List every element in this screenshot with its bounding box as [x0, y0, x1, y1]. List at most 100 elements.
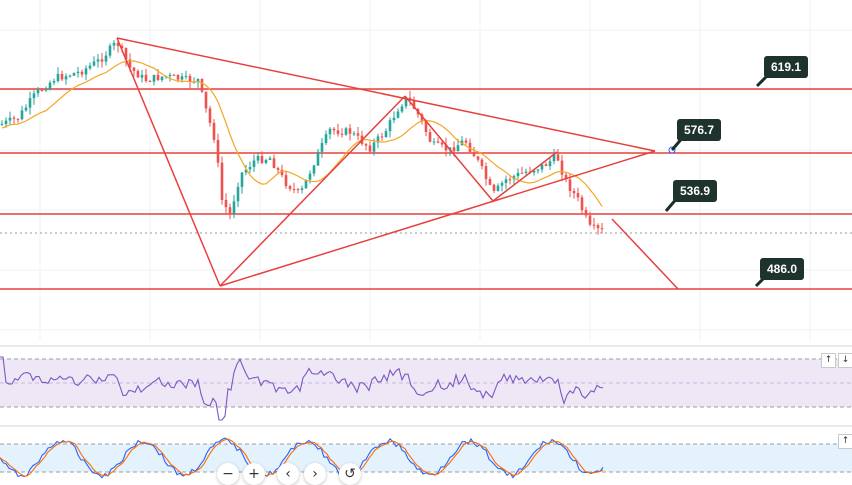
- candle-body: [80, 71, 84, 75]
- candle-body: [184, 76, 188, 78]
- candle-body: [144, 74, 148, 82]
- candle-body: [368, 145, 372, 152]
- candle-body: [356, 133, 360, 136]
- candle-body: [348, 128, 352, 134]
- candle-body: [364, 143, 368, 146]
- candle-body: [280, 169, 284, 176]
- candle-body: [76, 71, 80, 74]
- candle-body: [272, 158, 276, 169]
- candle-body: [196, 78, 200, 82]
- candle-body: [84, 68, 88, 75]
- scroll-right-button[interactable]: ›: [304, 463, 326, 485]
- candle-body: [236, 186, 240, 202]
- candle-body: [112, 42, 116, 46]
- candle-body: [48, 82, 52, 90]
- candle-body: [136, 70, 140, 78]
- candle-body: [292, 188, 296, 190]
- triangle-upper-line: [116, 37, 656, 152]
- candle-body: [108, 45, 112, 56]
- candle-body: [412, 100, 416, 109]
- candle-body: [324, 134, 328, 144]
- candle-body: [156, 74, 160, 81]
- reset-chart-button[interactable]: ↺: [339, 463, 361, 485]
- candle-body: [432, 141, 436, 143]
- scroll-left-button[interactable]: ‹: [277, 463, 299, 485]
- candle-body: [508, 179, 512, 181]
- candle-body: [576, 193, 580, 198]
- candle-body: [128, 59, 132, 68]
- candle-body: [340, 133, 344, 135]
- candle-body: [372, 142, 376, 152]
- candle-body: [568, 179, 572, 191]
- candle-body: [232, 201, 236, 215]
- rsi-line: [0, 356, 604, 421]
- candle-body: [592, 224, 596, 226]
- candle-body: [332, 128, 336, 131]
- candle-body: [300, 188, 304, 190]
- candle-body: [96, 59, 100, 62]
- level-label-486: 486.0: [754, 258, 804, 288]
- candle-body: [132, 67, 136, 71]
- candle-body: [176, 74, 180, 80]
- candle-body: [536, 169, 540, 171]
- candle-body: [524, 171, 528, 173]
- candle-body: [268, 158, 272, 160]
- stoch-scale-up-button[interactable]: ↑: [838, 434, 852, 449]
- candle-body: [564, 174, 568, 180]
- candle-body: [468, 142, 472, 152]
- candle-body: [88, 65, 92, 69]
- drop-leg-line: [116, 37, 221, 287]
- candle-body: [488, 179, 492, 185]
- candle-body: [100, 59, 104, 62]
- candle-body: [440, 142, 444, 145]
- candle-body: [216, 139, 220, 163]
- candle-body: [492, 184, 496, 191]
- candle-body: [72, 73, 76, 76]
- candle-body: [516, 172, 520, 177]
- candle-body: [580, 197, 584, 211]
- candle-body: [388, 120, 392, 132]
- candle-body: [276, 168, 280, 170]
- candle-body: [500, 183, 504, 186]
- candle-body: [92, 61, 96, 66]
- candle-body: [264, 159, 268, 163]
- candle-body: [224, 199, 228, 208]
- candle-body: [4, 120, 8, 125]
- candle-body: [380, 136, 384, 138]
- level-label-text: 576.7: [684, 123, 714, 137]
- level-label-619: 619.1: [755, 56, 808, 88]
- candle-body: [472, 151, 476, 157]
- projection-line: [611, 218, 679, 290]
- candle-body: [200, 78, 204, 92]
- candle-body: [464, 140, 468, 143]
- candle-body: [180, 76, 184, 80]
- candle-body: [552, 154, 556, 162]
- candle-body: [336, 130, 340, 134]
- candle-body: [308, 173, 312, 180]
- rsi-scale-up-button[interactable]: ↑: [821, 353, 836, 368]
- candle-body: [296, 189, 300, 191]
- candle-body: [104, 55, 108, 62]
- candle-body: [456, 145, 460, 152]
- candle-body: [32, 93, 36, 99]
- candle-body: [532, 170, 536, 173]
- candle-body: [288, 186, 292, 189]
- trend-drawings: [116, 37, 679, 290]
- candle-body: [252, 160, 256, 168]
- price-candles: [0, 40, 604, 235]
- candle-body: [480, 159, 484, 167]
- candle-body: [320, 143, 324, 152]
- candle-body: [0, 124, 4, 126]
- candle-body: [212, 122, 216, 140]
- candle-body: [352, 133, 356, 135]
- candle-body: [248, 167, 252, 170]
- zoom-in-button[interactable]: +: [243, 463, 265, 485]
- zoom-out-button[interactable]: −: [217, 463, 239, 485]
- candle-body: [384, 131, 388, 138]
- candle-body: [204, 91, 208, 109]
- candle-body: [476, 156, 480, 160]
- candle-body: [140, 74, 144, 78]
- level-label-text: 619.1: [771, 60, 801, 74]
- rsi-scale-down-button[interactable]: ↓: [838, 353, 852, 368]
